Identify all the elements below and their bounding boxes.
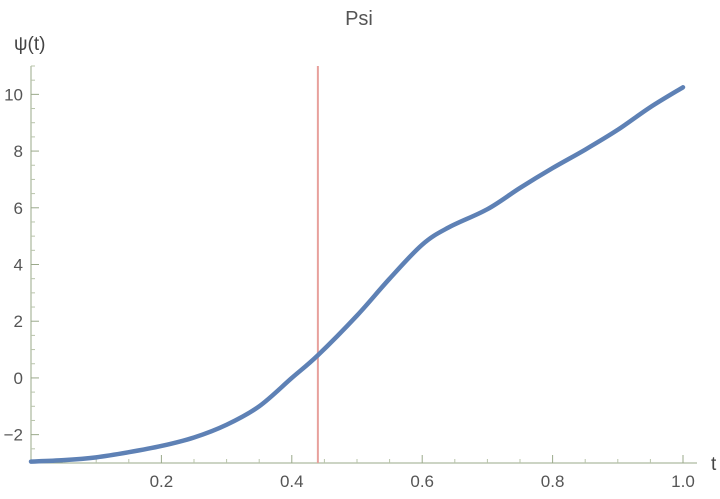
series-layer: [28, 85, 686, 464]
x-tick-label: 0.8: [541, 472, 565, 491]
x-tick-label: 0.6: [410, 472, 434, 491]
y-tick-label: 10: [4, 85, 23, 104]
tick-labels: 0.2 0.4 0.6 0.8 1.0 −2 0 2 4 6 8 10: [4, 85, 695, 491]
y-tick-label: 6: [14, 199, 23, 218]
axis-ticks: [31, 65, 684, 464]
x-tick-label: 1.0: [671, 472, 695, 491]
y-axis-label: ψ(t): [14, 34, 45, 55]
x-tick-label: 0.2: [150, 472, 174, 491]
y-tick-label: 0: [14, 369, 23, 388]
y-tick-label: 8: [14, 142, 23, 161]
series-line: [28, 85, 686, 464]
chart-title: Psi: [345, 8, 373, 30]
y-tick-label: −2: [4, 426, 23, 445]
x-axis-label: t: [711, 454, 717, 475]
x-tick-label: 0.4: [280, 472, 304, 491]
y-tick-label: 4: [14, 256, 23, 275]
y-tick-label: 2: [14, 312, 23, 331]
